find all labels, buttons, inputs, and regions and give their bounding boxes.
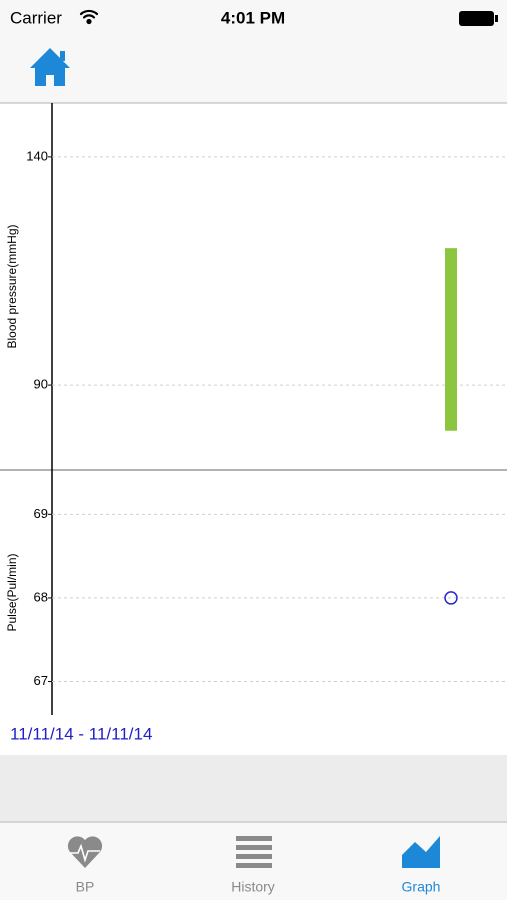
wifi-icon [79, 9, 99, 25]
tab-label: History [231, 879, 275, 895]
tab-label: BP [76, 879, 95, 895]
tab-graph[interactable]: Graph [402, 836, 441, 895]
y-axis-label: Blood pressure(mmHg) [5, 224, 19, 348]
y-tick-label: 140 [26, 148, 48, 163]
date-range: 11/11/14 - 11/11/14 [10, 724, 152, 743]
home-button[interactable] [30, 48, 70, 86]
y-tick-label: 69 [34, 506, 48, 521]
point [444, 591, 458, 605]
y-tick-label: 90 [34, 377, 48, 392]
date-row [0, 715, 507, 755]
battery [459, 11, 494, 26]
y-axis-label: Pulse(Pul/min) [5, 553, 19, 631]
y-tick-label: 68 [34, 589, 48, 604]
y-tick-label: 67 [34, 673, 48, 688]
range-bar [445, 248, 457, 431]
clock: 4:01 PM [221, 8, 285, 27]
battery-tip [495, 15, 498, 22]
tab-bp[interactable]: BP [67, 836, 103, 895]
spacer [0, 755, 507, 822]
tab-history[interactable]: History [231, 836, 275, 895]
carrier: Carrier [10, 8, 62, 27]
tab-label: Graph [402, 879, 441, 895]
